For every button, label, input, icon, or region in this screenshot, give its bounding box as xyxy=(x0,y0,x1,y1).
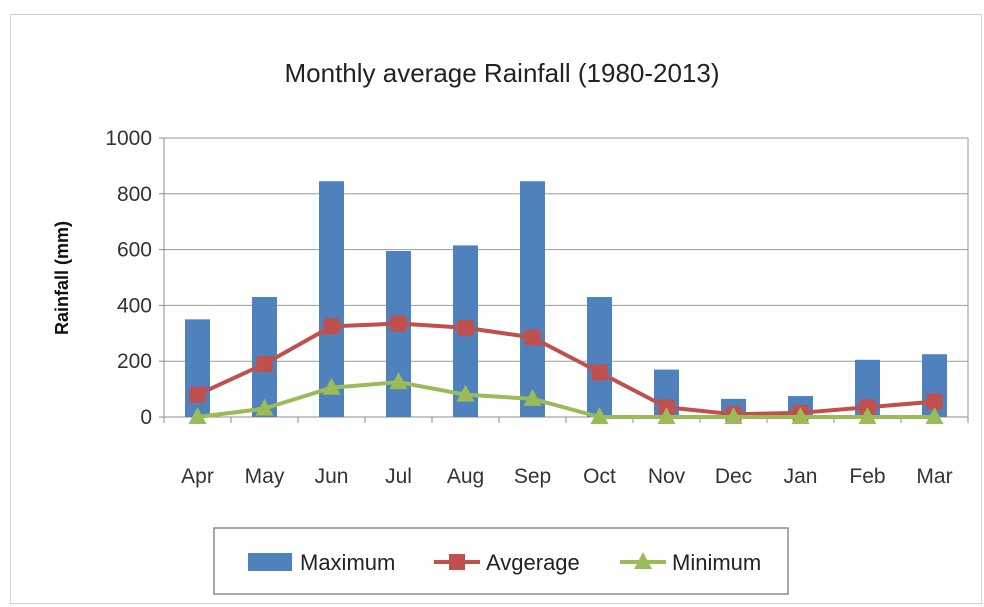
data-point xyxy=(523,388,542,406)
x-tick-label: Aug xyxy=(447,465,484,488)
y-axis-label: Rainfall (mm) xyxy=(52,221,72,335)
y-tick-label: 400 xyxy=(117,294,152,317)
data-point xyxy=(390,315,407,332)
data-point xyxy=(591,364,608,381)
legend-marker xyxy=(634,552,652,569)
legend-swatch xyxy=(248,553,292,571)
series-line xyxy=(197,380,935,419)
x-tick-label: Feb xyxy=(849,465,885,488)
x-tick-label: Sep xyxy=(514,465,551,488)
y-tick-label: 800 xyxy=(117,183,152,206)
legend-box xyxy=(213,527,789,595)
x-axis-ticks: Apr May Jun Jul Aug Sep Oct Nov Dec Jan Feb Mar xyxy=(181,465,952,488)
data-point xyxy=(389,372,408,390)
x-tick-label: Jun xyxy=(315,465,349,488)
y-axis-ticks: 0 200 400 600 800 1000 xyxy=(105,127,164,429)
x-tick-label: Oct xyxy=(583,465,616,488)
bar xyxy=(386,250,411,417)
data-point xyxy=(657,407,676,424)
bar-series xyxy=(185,181,947,417)
data-point xyxy=(926,393,943,410)
data-point xyxy=(322,377,341,395)
data-point xyxy=(255,398,274,416)
line-series xyxy=(188,315,944,424)
x-tick-label: Dec xyxy=(715,465,752,488)
bar xyxy=(520,181,545,417)
data-point xyxy=(724,407,743,424)
legend-label: Maximum xyxy=(300,550,395,575)
data-point xyxy=(456,384,475,402)
data-point xyxy=(925,407,944,424)
data-point xyxy=(256,355,273,372)
gridlines xyxy=(163,137,969,423)
legend-label: Minimum xyxy=(672,550,761,575)
legend: Maximum Avgerage Minimum xyxy=(213,527,789,595)
x-tick-label: Apr xyxy=(181,465,214,488)
data-point xyxy=(791,407,810,424)
data-point xyxy=(323,318,340,335)
x-tick-label: Jul xyxy=(385,465,412,488)
data-point xyxy=(590,407,609,424)
legend-label: Avgerage xyxy=(486,550,580,575)
chart-frame xyxy=(10,14,982,604)
x-tick-label: Nov xyxy=(648,465,686,488)
data-point xyxy=(524,329,541,346)
x-tick-label: Mar xyxy=(916,465,952,488)
data-point xyxy=(457,319,474,336)
series-line xyxy=(196,321,935,417)
y-tick-label: 600 xyxy=(117,239,152,262)
y-tick-label: 200 xyxy=(117,350,152,373)
data-point xyxy=(189,386,206,403)
data-point xyxy=(188,407,207,424)
data-point xyxy=(858,407,877,424)
bar xyxy=(587,297,612,417)
x-tick-label: May xyxy=(245,465,285,488)
legend-marker xyxy=(449,554,465,570)
y-tick-label: 1000 xyxy=(105,127,152,150)
x-tick-label: Jan xyxy=(784,465,818,488)
y-tick-label: 0 xyxy=(140,406,152,429)
chart-title: Monthly average Rainfall (1980-2013) xyxy=(284,58,719,88)
